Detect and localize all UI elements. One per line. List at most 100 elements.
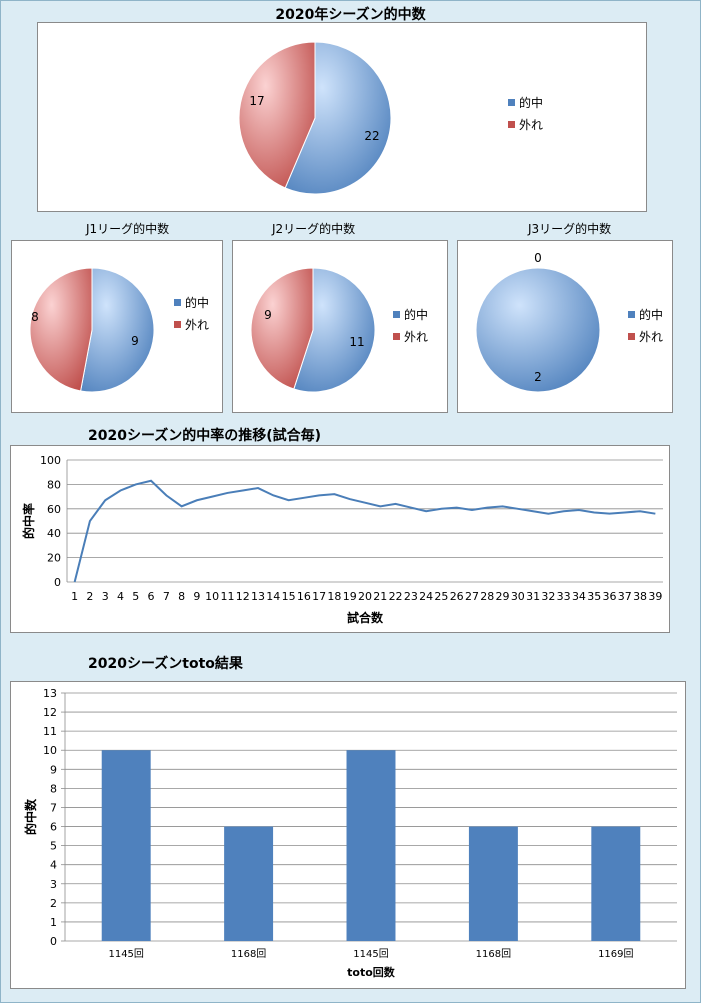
y-tick-label: 7	[50, 801, 57, 814]
legend-marker-miss	[393, 333, 400, 340]
bar-2	[224, 826, 274, 941]
y-tick-label: 20	[47, 552, 61, 565]
y-tick-label: 0	[54, 576, 61, 589]
x-tick-label: 1168回	[231, 948, 266, 960]
legend-marker-hit	[393, 311, 400, 318]
x-tick-label: 25	[434, 590, 448, 603]
x-tick-label: 11	[220, 590, 234, 603]
legend-label-miss: 外れ	[639, 330, 663, 344]
overall-pie-panel: 22 17 的中 外れ	[37, 22, 647, 212]
x-tick-label: 35	[587, 590, 601, 603]
pie-slice-hit	[284, 41, 392, 195]
x-tick-label: 34	[572, 590, 586, 603]
legend-label-miss: 外れ	[404, 330, 428, 344]
bar-1	[101, 750, 151, 941]
x-tick-label: 38	[633, 590, 647, 603]
legend-label-hit: 的中	[639, 307, 663, 322]
pie-data-label-hit: 2	[534, 370, 542, 384]
x-tick-label: 26	[450, 590, 464, 603]
y-tick-label: 40	[47, 527, 61, 540]
x-tick-label: 4	[117, 590, 124, 603]
pie-slice-miss	[29, 267, 93, 392]
x-tick-label: 37	[618, 590, 632, 603]
legend-label-miss: 外れ	[519, 118, 543, 132]
x-tick-label: 5	[132, 590, 139, 603]
x-tick-label: 24	[419, 590, 433, 603]
y-axis-title: 的中数	[23, 798, 38, 835]
j1-pie-title: J1リーグ的中数	[86, 222, 170, 236]
x-tick-label: 29	[496, 590, 510, 603]
x-tick-label: 12	[236, 590, 250, 603]
y-tick-label: 9	[50, 763, 57, 776]
legend-marker-hit	[174, 299, 181, 306]
x-axis-title: toto回数	[347, 965, 396, 979]
y-tick-label: 6	[50, 821, 57, 834]
series-line	[73, 479, 656, 583]
legend-label-miss: 外れ	[185, 318, 209, 332]
y-axis-title: 的中率	[21, 503, 36, 539]
pie-data-label-hit: 9	[131, 334, 139, 348]
y-tick-label: 60	[47, 503, 61, 516]
y-tick-label: 11	[43, 725, 57, 738]
x-tick-label: 23	[404, 590, 418, 603]
x-tick-label: 31	[526, 590, 540, 603]
x-tick-label: 22	[389, 590, 403, 603]
x-tick-label: 16	[297, 590, 311, 603]
y-tick-label: 0	[50, 935, 57, 948]
x-tick-label: 1	[71, 590, 78, 603]
x-tick-label: 27	[465, 590, 479, 603]
x-tick-label: 8	[178, 590, 185, 603]
legend-marker-miss	[628, 333, 635, 340]
j2-pie-panel: 11 9 的中 外れ	[232, 240, 448, 413]
pie-slice-hit	[293, 267, 376, 393]
bar-5	[591, 826, 641, 941]
y-tick-label: 100	[40, 454, 61, 467]
x-tick-label: 1145回	[108, 948, 143, 960]
line-chart-panel: 0 20 40 60 80 100 1 2 3 4 5 6 7 8 9 10 11 12 13 14 15 16 17 18 1…	[10, 445, 670, 633]
pie-data-label-miss: 17	[249, 94, 264, 108]
x-tick-label: 19	[343, 590, 357, 603]
x-axis-title: 試合数	[347, 610, 384, 625]
x-tick-label: 3	[102, 590, 109, 603]
j3-pie-title: J3リーグ的中数	[528, 222, 612, 236]
y-tick-label: 80	[47, 478, 61, 491]
legend-label-hit: 的中	[185, 295, 209, 310]
x-tick-label: 17	[312, 590, 326, 603]
legend-marker-miss	[508, 121, 515, 128]
x-tick-label: 9	[193, 590, 200, 603]
x-tick-label: 14	[266, 590, 280, 603]
x-tick-label: 2	[86, 590, 93, 603]
x-tick-label: 13	[251, 590, 265, 603]
legend-marker-hit	[508, 99, 515, 106]
pie-slice-miss	[250, 267, 314, 390]
y-tick-label: 3	[50, 878, 57, 891]
x-tick-label: 28	[480, 590, 494, 603]
bar-chart-panel: 0 1 2 3 4 5 6 7 8 9 10 11 12 13 1145回 1168回 1145回 1168回 11…	[10, 681, 686, 989]
x-tick-label: 6	[148, 590, 155, 603]
legend-label-hit: 的中	[519, 95, 543, 110]
bar-chart-title: 2020シーズンtoto結果	[88, 656, 243, 672]
x-tick-label: 39	[648, 590, 662, 603]
bar-3	[346, 750, 396, 941]
pie-data-label-miss: 0	[534, 251, 542, 265]
x-tick-label: 7	[163, 590, 170, 603]
x-tick-label: 1145回	[353, 948, 388, 960]
pie-slice-hit	[475, 267, 601, 393]
x-tick-label: 1169回	[598, 948, 633, 960]
pie-data-label-miss: 8	[31, 310, 39, 324]
x-tick-label: 1168回	[476, 948, 511, 960]
x-tick-label: 30	[511, 590, 525, 603]
y-tick-label: 2	[50, 897, 57, 910]
overall-pie-title: 2020年シーズン的中数	[275, 7, 426, 23]
legend-marker-miss	[174, 321, 181, 328]
pie-data-label-hit: 11	[349, 335, 364, 349]
pie-slice-miss	[238, 41, 316, 189]
legend-label-hit: 的中	[404, 307, 428, 322]
y-tick-label: 4	[50, 859, 57, 872]
x-tick-label: 21	[373, 590, 387, 603]
